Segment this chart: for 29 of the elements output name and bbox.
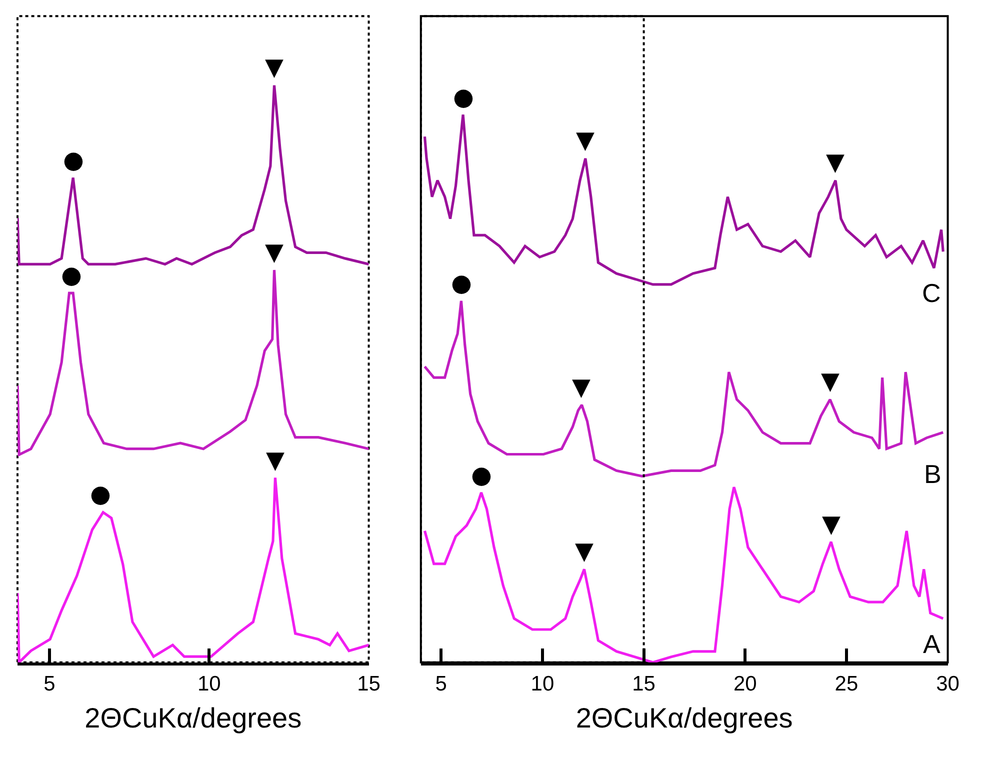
annotation: ● [61,261,82,289]
annotation: ▼ [822,510,841,538]
annotation: ▼ [572,373,591,401]
annotation: ▼ [265,238,284,266]
annotation: ● [471,461,492,489]
x-tick-label: 20 [733,672,757,696]
series-label: B [924,459,942,489]
annotation: ▼ [265,53,284,81]
x-tick-label: 5 [44,672,56,696]
annotation: ▼ [575,537,594,565]
series-label: C [922,278,941,308]
x-tick-label: 15 [632,672,656,696]
annotation: ● [90,480,111,508]
x-tick-label: 25 [834,672,858,696]
x-tick-label: 5 [435,672,447,696]
x-axis-title: 2ΘCuKα/degrees [84,702,302,734]
annotation: ● [63,146,84,174]
x-tick-label: 15 [357,672,380,696]
x-tick-label: 30 [936,672,960,696]
annotation: ▼ [576,126,595,154]
annotation: ▼ [821,367,840,395]
annotation: ● [453,83,474,111]
x-tick-label: 10 [530,672,554,696]
x-axis-title: 2ΘCuKα/degrees [576,702,793,734]
x-tick-label: 10 [197,672,221,696]
annotation: ● [451,269,472,297]
series-label: A [923,629,941,659]
annotation: ▼ [826,148,845,176]
annotation: ▼ [266,446,285,474]
